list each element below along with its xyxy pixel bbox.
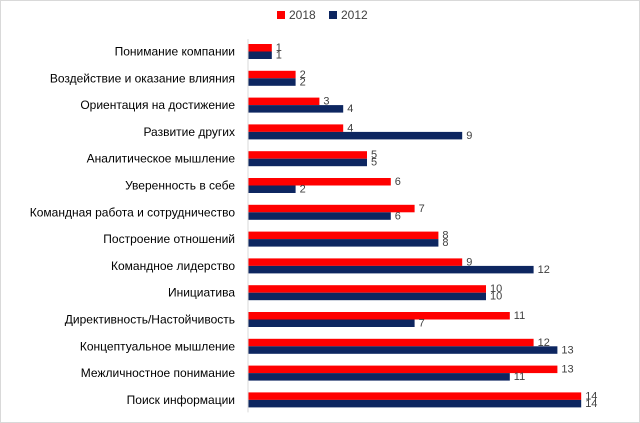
- bar-2012: [248, 399, 582, 408]
- category-label: Аналитическое мышление: [87, 152, 236, 166]
- value-label-2018: 3: [323, 96, 329, 108]
- value-label-2012: 9: [466, 130, 472, 142]
- value-label-2012: 14: [585, 398, 597, 410]
- category-label: Командное лидерство: [111, 259, 235, 273]
- legend-label-1: 2012: [341, 8, 368, 22]
- value-label-2012: 12: [538, 264, 550, 276]
- category-label: Понимание компании: [115, 45, 235, 59]
- bar-2012: [248, 373, 510, 381]
- category-labels: Понимание компании Воздействие и оказание…: [30, 45, 236, 407]
- value-label-2012: 13: [561, 344, 573, 356]
- bar-2018: [248, 151, 367, 159]
- category-label: Командная работа и сотрудничество: [30, 205, 236, 219]
- bar-2012: [248, 265, 534, 274]
- bar-2018: [248, 338, 534, 347]
- bar-2018: [248, 392, 582, 400]
- bar-2012: [248, 51, 272, 59]
- bar-2018: [248, 178, 391, 186]
- legend-swatch-0: [277, 11, 285, 19]
- value-label-2012: 2: [300, 76, 306, 88]
- value-label-2012: 5: [371, 157, 377, 169]
- bar-2018: [248, 44, 272, 52]
- category-label: Воздействие и оказание влияния: [50, 71, 235, 85]
- value-label-2018: 14: [585, 390, 597, 402]
- category-label: Ориентация на достижение: [80, 98, 235, 112]
- bar-2018: [248, 285, 486, 293]
- bar-2012: [248, 78, 296, 86]
- bar-2018: [248, 312, 510, 320]
- value-label-2012: 2: [300, 184, 306, 196]
- value-label-2018: 10: [490, 283, 502, 295]
- bars: [248, 44, 582, 408]
- category-label: Межличностное понимание: [81, 366, 236, 380]
- legend-swatch-1: [329, 11, 337, 19]
- bar-2018: [248, 97, 320, 106]
- legend-label-0: 2018: [289, 8, 316, 22]
- value-label-2012: 4: [347, 103, 353, 115]
- value-label-2018: 7: [419, 203, 425, 215]
- bar-2018: [248, 204, 415, 213]
- bar-2012: [248, 105, 344, 113]
- value-label-2018: 9: [466, 256, 472, 268]
- bar-2012: [248, 131, 463, 140]
- bar-2018: [248, 70, 296, 79]
- bar-2012: [248, 292, 486, 301]
- value-label-2018: 5: [371, 149, 377, 161]
- bar-2012: [248, 185, 296, 193]
- bar-2012: [248, 158, 367, 167]
- value-label-2018: 8: [442, 230, 448, 242]
- category-label: Развитие других: [143, 125, 235, 139]
- category-label: Поиск информации: [127, 393, 235, 407]
- bar-2018: [248, 365, 558, 374]
- category-label: Уверенность в себе: [125, 179, 235, 193]
- bar-2018: [248, 124, 344, 132]
- bar-2012: [248, 239, 439, 247]
- value-label-2012: 7: [419, 318, 425, 330]
- category-label: Построение отношений: [103, 232, 235, 246]
- category-label: Инициатива: [168, 286, 235, 300]
- bar-2012: [248, 346, 558, 354]
- value-label-2012: 11: [514, 371, 525, 383]
- bar-2018: [248, 258, 463, 266]
- value-label-2018: 12: [538, 337, 550, 349]
- category-label: Концептуальное мышление: [80, 339, 235, 353]
- value-label-2018: 6: [395, 176, 401, 188]
- bar-2012: [248, 319, 415, 327]
- value-label-2012: 8: [442, 237, 448, 249]
- value-label-2012: 1: [276, 50, 282, 62]
- value-label-2018: 1: [276, 42, 282, 54]
- value-label-2012: 6: [395, 210, 401, 222]
- bar-2012: [248, 212, 391, 220]
- legend: 2018 2012: [277, 8, 368, 22]
- value-label-2018: 11: [514, 310, 525, 322]
- value-label-2018: 4: [347, 122, 353, 134]
- value-label-2018: 2: [300, 69, 306, 81]
- value-label-2012: 10: [490, 291, 502, 303]
- value-label-2018: 13: [561, 364, 573, 376]
- category-label: Директивность/Настойчивость: [65, 313, 235, 327]
- bar-2018: [248, 231, 439, 240]
